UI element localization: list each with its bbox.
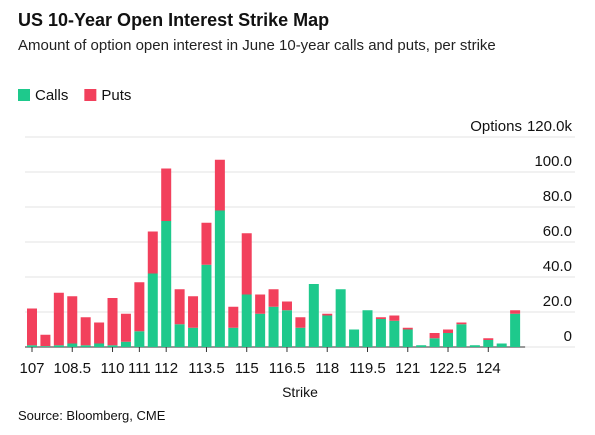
- bar-segment: [496, 343, 507, 347]
- bar-segment: [94, 322, 105, 344]
- chart-title: US 10-Year Open Interest Strike Map: [18, 10, 329, 30]
- bar-segment: [228, 306, 239, 328]
- bar-segment: [295, 317, 306, 328]
- y-tick-label: 40.0: [543, 258, 572, 275]
- legend-swatch: [84, 89, 97, 101]
- bar-segment: [67, 343, 78, 347]
- bar-segment: [107, 345, 118, 347]
- bar-segment: [80, 345, 91, 347]
- bar-segment: [281, 301, 292, 311]
- bar-segment: [161, 168, 172, 221]
- bar-segment: [120, 313, 131, 342]
- bar-segment: [375, 317, 386, 319]
- x-tick-label: 119.5: [349, 360, 385, 377]
- bar-segment: [510, 313, 521, 347]
- bar-segment: [335, 289, 346, 347]
- bar-segment: [389, 320, 400, 347]
- y-tick-label: 60.0: [543, 223, 572, 240]
- x-axis-label: Strike: [282, 384, 318, 400]
- bar-segment: [483, 338, 494, 340]
- bar-segment: [53, 345, 64, 347]
- bar-segment: [214, 159, 225, 211]
- bar-segment: [107, 298, 118, 346]
- y-axis-label: Options: [470, 118, 522, 135]
- x-tick-label: 110: [101, 360, 125, 377]
- bar-segment: [255, 294, 266, 314]
- bar-segment: [483, 340, 494, 347]
- subtitle-box: Amount of option open interest in June 1…: [18, 37, 496, 54]
- bar-segment: [241, 233, 252, 295]
- bar-segment: [188, 327, 199, 347]
- bar-segment: [188, 296, 199, 328]
- bar-segment: [456, 322, 467, 325]
- y-tick-label: 0: [564, 328, 572, 345]
- bar-segment: [416, 345, 427, 347]
- bar-segment: [27, 345, 37, 347]
- bar-segment: [389, 315, 400, 321]
- source: Source: Bloomberg, CME: [18, 408, 166, 423]
- y-tick-label: 20.0: [543, 293, 572, 310]
- x-tick-label: 108.5: [53, 360, 91, 377]
- bar-segment: [268, 289, 279, 307]
- bar-segment: [402, 329, 413, 347]
- x-tick-label: 113.5: [188, 360, 224, 377]
- bar-segment: [147, 273, 158, 347]
- bar-segment: [174, 289, 185, 325]
- bar-segment: [456, 324, 467, 347]
- bar-segment: [134, 331, 145, 347]
- bar-segment: [161, 221, 172, 347]
- bar-segment: [268, 306, 279, 347]
- bar-segment: [375, 319, 386, 347]
- bar-segment: [80, 317, 91, 346]
- bar-segment: [429, 333, 440, 339]
- bar-segment: [134, 282, 145, 332]
- bar-segment: [429, 338, 440, 347]
- bar-segment: [322, 315, 333, 347]
- x-tick-label: 116.5: [269, 360, 305, 377]
- legend-label: Calls: [35, 87, 68, 104]
- y-tick-label: 100.0: [534, 153, 572, 170]
- bar-segment: [443, 333, 454, 347]
- x-tick-label: 107: [19, 360, 44, 377]
- bar-segment: [201, 222, 212, 265]
- chart-subtitle: Amount of option open interest in June 1…: [18, 37, 496, 54]
- bar-segment: [40, 334, 51, 347]
- bar-segment: [174, 324, 185, 347]
- bar-segment: [40, 346, 51, 347]
- bar-segment: [228, 327, 239, 347]
- bar-segment: [349, 329, 360, 347]
- legend-swatch: [18, 89, 30, 101]
- x-tick-label: 115: [235, 360, 259, 377]
- bar-segment: [120, 341, 131, 347]
- bar-segment: [67, 296, 78, 344]
- bar-segment: [510, 310, 521, 314]
- bar-segment: [201, 264, 212, 347]
- bar-segment: [281, 310, 292, 347]
- x-tick-label: 118: [315, 360, 339, 377]
- bar-segment: [322, 313, 333, 316]
- x-tick-label: 122.5: [429, 360, 467, 377]
- bar-segment: [295, 327, 306, 347]
- bar-segment: [147, 231, 158, 274]
- bar-segment: [469, 345, 480, 347]
- bar-segment: [53, 292, 64, 346]
- x-tick-label: 111: [128, 360, 151, 377]
- bar-segment: [214, 210, 225, 347]
- bar-segment: [362, 310, 373, 347]
- bar-segment: [27, 308, 37, 346]
- y-tick-label: 120.0k: [527, 118, 573, 135]
- bar-segment: [94, 343, 105, 347]
- legend-label: Puts: [101, 87, 131, 104]
- y-tick-label: 80.0: [543, 188, 572, 205]
- x-tick-label: 121: [395, 360, 420, 377]
- x-tick-label: 112: [154, 360, 178, 377]
- x-tick-label: 124: [476, 360, 501, 377]
- bar-segment: [443, 329, 454, 333]
- bar-segment: [255, 313, 266, 347]
- bar-segment: [402, 327, 413, 330]
- bar-segment: [241, 294, 252, 347]
- bar-segment: [308, 284, 319, 347]
